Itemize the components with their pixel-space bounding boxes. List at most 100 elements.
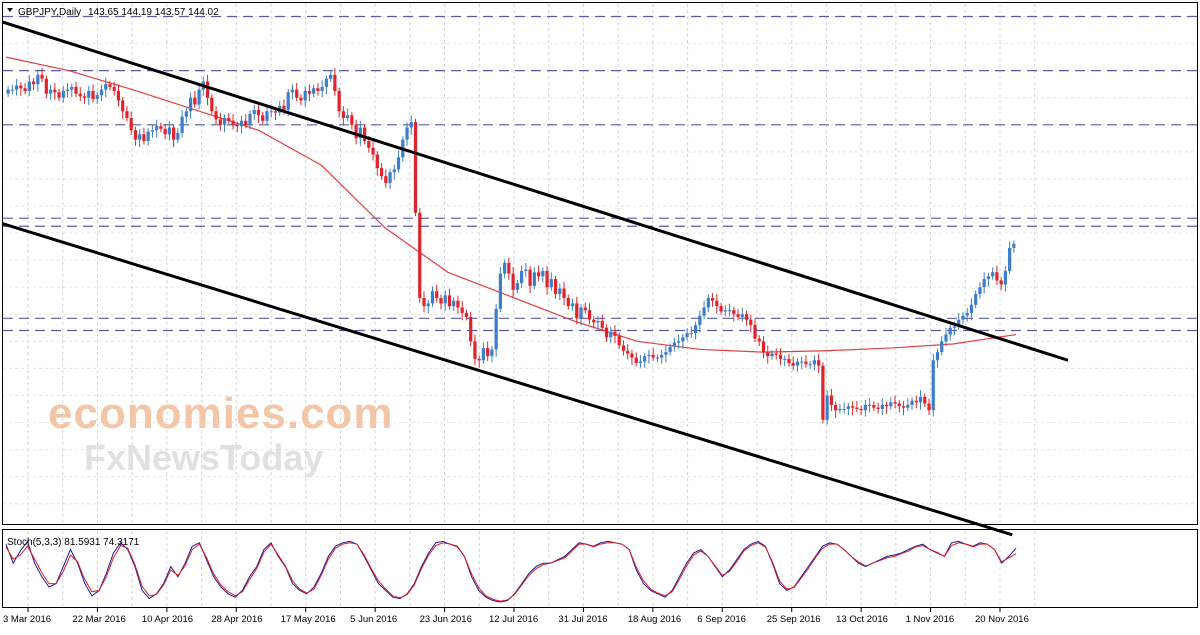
candle-body bbox=[541, 270, 545, 277]
candle-body bbox=[341, 111, 345, 119]
horizontal-levels bbox=[3, 15, 1197, 332]
candle-body bbox=[460, 307, 464, 313]
candle-body bbox=[188, 97, 193, 112]
candle-body bbox=[727, 310, 732, 312]
candle-body bbox=[252, 109, 256, 114]
candle-body bbox=[324, 78, 329, 87]
candle-body bbox=[362, 127, 367, 142]
channel-line bbox=[1, 20, 1069, 362]
candle-body bbox=[172, 127, 176, 140]
candle-body bbox=[261, 115, 265, 121]
candle-body bbox=[426, 303, 430, 307]
candle-body bbox=[867, 404, 872, 406]
candle-body bbox=[486, 348, 490, 357]
candle-body bbox=[218, 119, 222, 125]
candle-body bbox=[643, 356, 647, 362]
candle-body bbox=[384, 176, 388, 183]
candle-body bbox=[329, 74, 333, 79]
candle-body bbox=[469, 316, 473, 342]
candle-body bbox=[138, 134, 142, 140]
candle-body bbox=[396, 157, 401, 170]
candle-body bbox=[371, 147, 375, 155]
candle-body bbox=[783, 358, 787, 360]
candle-body bbox=[630, 353, 634, 358]
candle-body bbox=[282, 105, 286, 110]
candle-body bbox=[672, 342, 676, 347]
candle-body bbox=[719, 306, 723, 312]
x-axis: 3 Mar 2016 22 Mar 2016 10 Apr 2016 28 Apr 2… bbox=[3, 608, 1029, 625]
candle-body bbox=[969, 304, 974, 313]
symbol-menu-icon[interactable] bbox=[7, 8, 13, 12]
candle-body bbox=[732, 310, 736, 315]
candle-body bbox=[48, 89, 53, 94]
candle-body bbox=[935, 352, 940, 361]
candle-body bbox=[99, 89, 104, 96]
candle-body bbox=[19, 85, 23, 89]
candle-body bbox=[961, 315, 965, 320]
candle-body bbox=[715, 300, 719, 307]
x-tick-label: 25 Sep 2016 bbox=[767, 614, 821, 625]
candle-body bbox=[647, 354, 651, 357]
candles bbox=[6, 68, 1016, 425]
candle-body bbox=[464, 312, 469, 317]
candle-body bbox=[358, 127, 362, 139]
candle-body bbox=[205, 81, 210, 98]
candle-body bbox=[418, 212, 422, 299]
x-tick-label: 12 Jul 2016 bbox=[489, 614, 538, 625]
candle-body bbox=[532, 272, 536, 286]
candle-body bbox=[231, 120, 235, 125]
x-tick-label: 28 Apr 2016 bbox=[211, 614, 262, 625]
candle-body bbox=[392, 169, 396, 173]
candle-body bbox=[545, 270, 549, 288]
candle-body bbox=[800, 361, 804, 363]
candle-body bbox=[452, 300, 456, 307]
candle-body bbox=[10, 89, 14, 91]
candle-body bbox=[685, 333, 689, 338]
candle-body bbox=[112, 86, 116, 91]
x-tick-label: 31 Jul 2016 bbox=[558, 614, 607, 625]
candle-body bbox=[507, 262, 511, 274]
candle-body bbox=[757, 338, 761, 342]
candle-body bbox=[740, 314, 744, 317]
candle-body bbox=[753, 325, 757, 339]
candle-body bbox=[87, 90, 91, 98]
candle-body bbox=[142, 134, 146, 142]
candle-body bbox=[952, 326, 957, 328]
candle-body bbox=[821, 365, 825, 420]
candle-body bbox=[689, 333, 693, 335]
candle-body bbox=[846, 406, 850, 409]
candle-body bbox=[791, 362, 795, 366]
candle-body bbox=[842, 408, 846, 410]
candle-body bbox=[982, 279, 986, 288]
candle-body bbox=[159, 126, 163, 129]
candle-body bbox=[184, 111, 188, 117]
candle-body bbox=[222, 118, 227, 125]
candle-body bbox=[23, 88, 27, 91]
candle-body bbox=[65, 89, 70, 91]
candle-body bbox=[91, 90, 95, 100]
candle-body bbox=[859, 408, 863, 411]
candle-body bbox=[579, 307, 583, 319]
candle-body bbox=[70, 86, 74, 90]
candle-body bbox=[57, 92, 61, 98]
candle-body bbox=[906, 404, 910, 408]
candle-body bbox=[295, 89, 299, 98]
x-tick-label: 18 Aug 2016 bbox=[628, 614, 681, 625]
x-tick-label: 1 Nov 2016 bbox=[906, 614, 955, 625]
candle-body bbox=[838, 408, 842, 411]
candle-body bbox=[766, 352, 770, 357]
candle-body bbox=[999, 280, 1003, 285]
candle-body bbox=[388, 172, 392, 183]
candle-body bbox=[536, 272, 541, 277]
candle-body bbox=[150, 130, 155, 132]
candle-body bbox=[320, 86, 324, 91]
stoch-label: Stoch(5,3,3) 81.5931 74.3171 bbox=[7, 537, 140, 548]
candle-body bbox=[269, 111, 273, 113]
ma-line bbox=[5, 56, 1017, 353]
candle-body bbox=[307, 90, 312, 94]
candle-body bbox=[104, 84, 108, 90]
candle-body bbox=[443, 295, 447, 304]
candle-body bbox=[350, 115, 354, 125]
candle-body bbox=[583, 307, 587, 311]
